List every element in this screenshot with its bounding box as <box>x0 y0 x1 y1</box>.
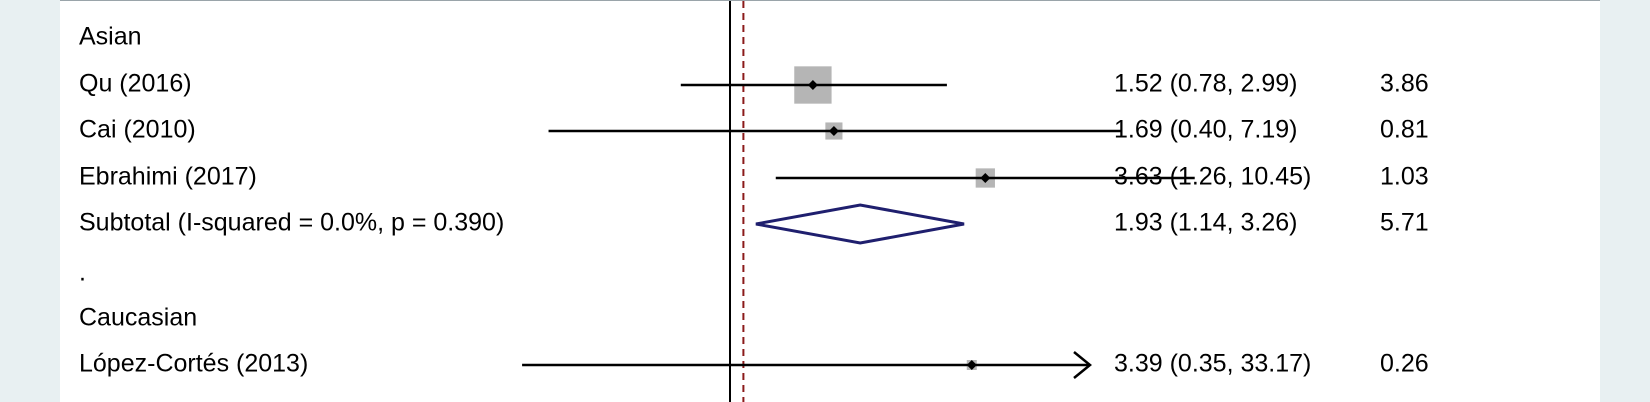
effect-ci-text: 1.52 (0.78, 2.99) <box>1114 70 1297 98</box>
forest-plot-panel: Asian Qu (2016) 1.52 (0.78, 2.99) 3.86 Cai (… <box>60 0 1600 402</box>
group-label: Caucasian <box>79 304 197 332</box>
point-estimate <box>828 126 839 136</box>
subtotal-diamond <box>755 203 965 245</box>
weight-text: 0.26 <box>1380 350 1429 378</box>
forest-plot: Asian Qu (2016) 1.52 (0.78, 2.99) 3.86 Cai (… <box>79 1 1429 402</box>
weight-text: 5.71 <box>1380 209 1429 237</box>
weight-text: 1.03 <box>1380 163 1429 191</box>
group-label: Asian <box>79 23 142 51</box>
effect-ci-text: 1.69 (0.40, 7.19) <box>1114 116 1297 144</box>
subtotal-label: Subtotal (I-squared = 0.0%, p = 0.390) <box>79 209 504 237</box>
point-estimate <box>966 360 977 370</box>
study-label: Qu (2016) <box>79 70 192 98</box>
effect-ci-text: 3.63 (1.26, 10.45) <box>1114 163 1311 191</box>
spacer-label: . <box>79 259 86 287</box>
weight-text: 0.81 <box>1380 116 1429 144</box>
weight-text: 3.86 <box>1380 70 1429 98</box>
study-label: Ebrahimi (2017) <box>79 163 257 191</box>
study-label: López-Cortés (2013) <box>79 350 308 378</box>
point-estimate <box>980 173 991 183</box>
ci-arrow <box>1073 351 1092 379</box>
effect-ci-text: 1.93 (1.14, 3.26) <box>1114 209 1297 237</box>
effect-ci-text: 3.39 (0.35, 33.17) <box>1114 350 1311 378</box>
point-estimate <box>807 80 818 90</box>
study-label: Cai (2010) <box>79 116 196 144</box>
